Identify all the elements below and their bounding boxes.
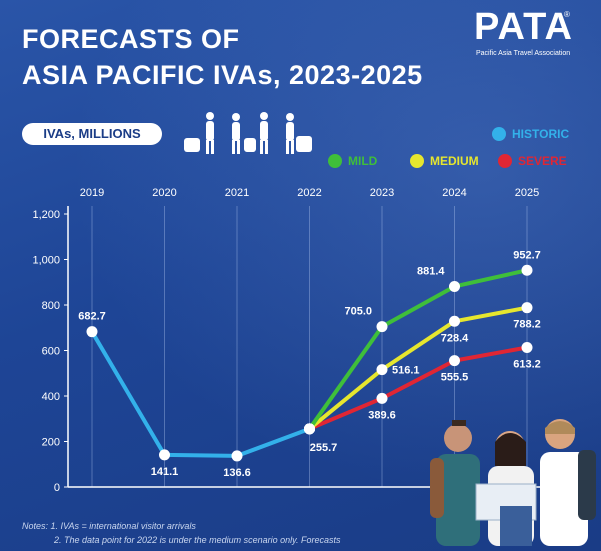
data-point-historic-2020	[159, 449, 170, 461]
data-label-mild-2023: 705.0	[344, 306, 372, 318]
y-tick-label: 200	[42, 437, 60, 449]
travelers-silhouette-icon	[184, 112, 312, 154]
series-line-mild	[307, 268, 529, 431]
footnote-line-2: 2. The data point for 2022 is under the …	[54, 535, 341, 545]
legend-medium-marker-icon	[410, 153, 424, 168]
y-tick-label: 1,000	[32, 255, 60, 267]
logo-text: PATA	[474, 6, 573, 48]
legend-medium-label: MEDIUM	[430, 153, 479, 168]
x-tick-label: 2020	[152, 187, 176, 199]
x-tick-label: 2021	[225, 187, 249, 199]
legend-medium: MEDIUM	[410, 152, 479, 168]
pata-logo: PATA ® Pacific Asia Travel Association	[472, 8, 592, 70]
y-tick-label: 600	[42, 346, 60, 358]
x-tick-label: 2019	[80, 187, 104, 199]
data-point-mild-2023	[376, 321, 388, 333]
series-line-medium	[307, 305, 529, 431]
y-tick-label: 1,200	[32, 209, 60, 221]
data-point-medium-2024	[449, 315, 460, 327]
data-point-medium-2023	[376, 364, 388, 376]
data-point-severe-2024	[449, 355, 460, 367]
data-point-historic-2021	[231, 450, 243, 462]
legend-mild-label: MILD	[348, 153, 378, 168]
x-tick-label: 2024	[442, 187, 466, 199]
data-label-historic-2022: 255.7	[310, 442, 338, 454]
data-label-historic-2020: 141.1	[151, 466, 179, 478]
page-title-line2: ASIA PACIFIC IVAs, 2023-2025	[22, 60, 423, 90]
page-title-line1: FORECASTS OF	[22, 24, 240, 54]
y-tick-label: 800	[42, 300, 60, 312]
data-label-severe-2023: 389.6	[368, 409, 396, 421]
data-point-mild-2025	[521, 264, 533, 276]
x-tick-label: 2022	[297, 187, 321, 199]
data-label-severe-2024: 555.5	[441, 372, 469, 384]
travelers-photo-illustration	[430, 419, 596, 546]
data-point-severe-2023	[376, 392, 388, 404]
data-point-medium-2025	[521, 302, 533, 314]
data-label-historic-2019: 682.7	[78, 311, 106, 323]
y-tick-label: 400	[42, 391, 60, 403]
data-label-mild-2024: 881.4	[417, 265, 445, 277]
logo-registered-mark: ®	[564, 10, 570, 19]
data-point-severe-2025	[521, 341, 533, 353]
legend-historic: HISTORIC	[492, 125, 569, 141]
series-line-severe	[307, 345, 529, 431]
series-line-historic	[90, 329, 312, 458]
data-label-medium-2025: 788.2	[513, 319, 541, 331]
footnote-line-1: Notes: 1. IVAs = international visitor a…	[22, 521, 196, 531]
legend-mild-marker-icon	[328, 153, 342, 168]
data-point-severe-2022	[304, 423, 315, 435]
data-label-mild-2025: 952.7	[513, 249, 541, 261]
data-label-medium-2024: 728.4	[441, 332, 469, 344]
data-point-mild-2024	[449, 280, 460, 292]
data-point-historic-2019	[86, 326, 98, 338]
legend-severe-label: SEVERE	[518, 153, 567, 168]
x-tick-label: 2025	[515, 187, 539, 199]
logo-subtitle: Pacific Asia Travel Association	[476, 50, 571, 57]
x-tick-label: 2023	[370, 187, 394, 199]
data-label-medium-2023: 516.1	[392, 365, 420, 377]
footnotes: Notes: 1. IVAs = international visitor a…	[22, 519, 341, 547]
legend-mild: MILD	[328, 152, 377, 168]
data-label-historic-2021: 136.6	[223, 467, 251, 479]
legend-historic-label: HISTORIC	[512, 126, 570, 141]
legend-historic-marker-icon	[492, 126, 506, 141]
y-tick-label: 0	[54, 482, 60, 494]
data-label-severe-2025: 613.2	[513, 358, 541, 370]
legend-severe: SEVERE	[498, 152, 567, 168]
unit-label: IVAs, MILLIONS	[22, 123, 162, 145]
legend-severe-marker-icon	[498, 153, 512, 168]
